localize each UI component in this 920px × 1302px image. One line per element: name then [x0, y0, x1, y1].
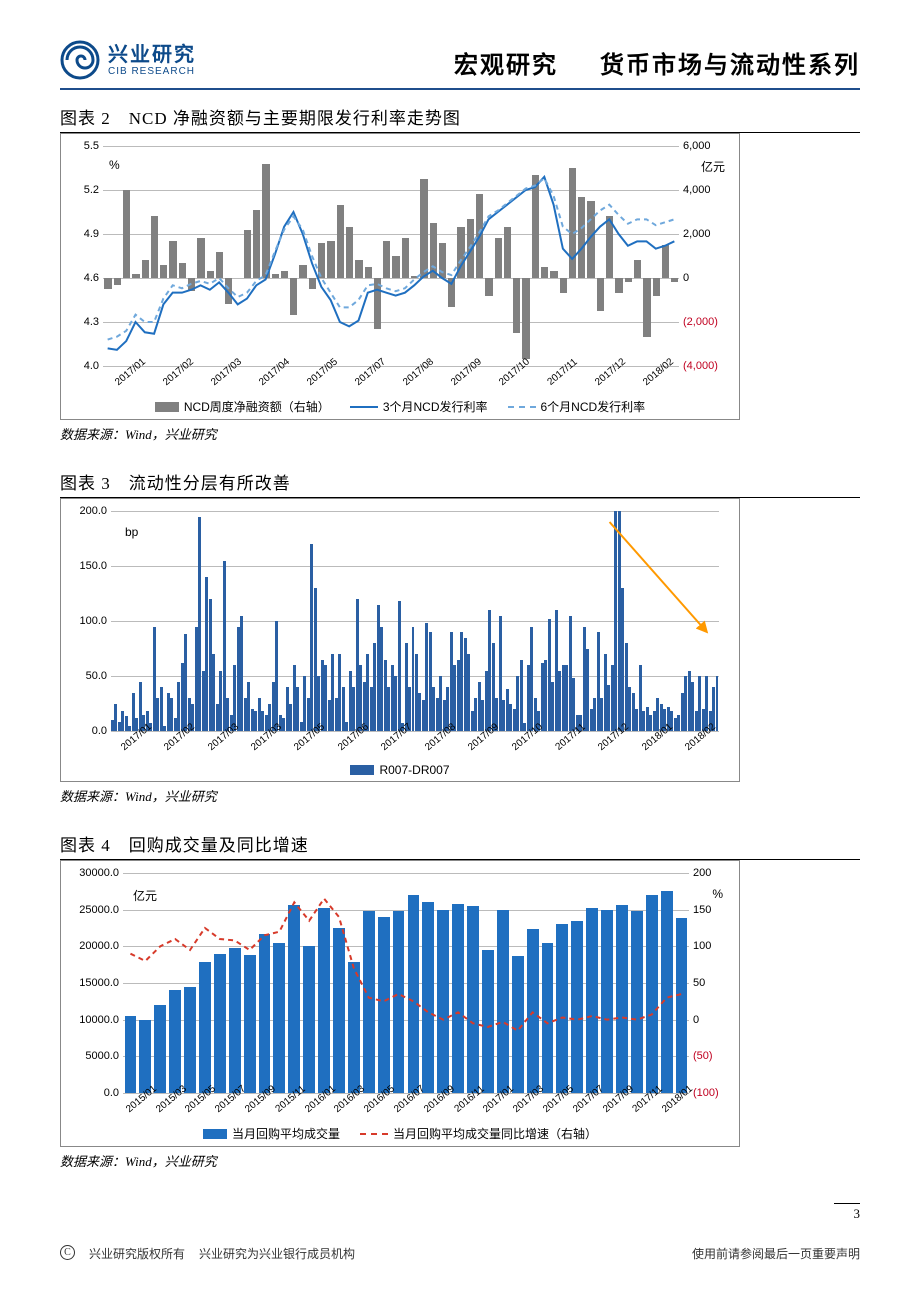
chart4-source: 数据来源：Wind，兴业研究: [60, 1151, 860, 1170]
logo-swirl-icon: [60, 40, 100, 80]
legend-bar: NCD周度净融资额（右轴）: [155, 398, 330, 415]
chart3-plot: 0.050.0100.0150.0200.0bp: [111, 511, 719, 731]
chart4-block: 图表 4 回购成交量及同比增速 0.05000.010000.015000.02…: [60, 831, 860, 1170]
footer-copyright: 兴业研究版权所有: [89, 1245, 185, 1262]
page-header: 兴业研究 CIB RESEARCH 宏观研究 货币市场与流动性系列: [60, 40, 860, 90]
title-left: 宏观研究: [454, 53, 558, 79]
chart2-xaxis: 2017/012017/022017/032017/042017/052017/…: [103, 366, 679, 394]
chart2-title: 图表 2 NCD 净融资额与主要期限发行利率走势图: [60, 104, 860, 133]
brand-logo: 兴业研究 CIB RESEARCH: [60, 40, 196, 80]
page-footer: C 兴业研究版权所有 兴业研究为兴业银行成员机构 使用前请参阅最后一页重要声明: [60, 1245, 860, 1262]
legend-c4-line: 当月回购平均成交量同比增速（右轴）: [360, 1125, 597, 1142]
chart3-box: 0.050.0100.0150.0200.0bp 2017/012017/022…: [60, 498, 740, 782]
chart4-plot: 0.05000.010000.015000.020000.025000.0300…: [123, 873, 689, 1093]
page-title: 宏观研究 货币市场与流动性系列: [454, 45, 860, 80]
footer-org: 兴业研究为兴业银行成员机构: [199, 1245, 355, 1262]
chart3-block: 图表 3 流动性分层有所改善 0.050.0100.0150.0200.0bp …: [60, 469, 860, 805]
chart4-box: 0.05000.010000.015000.020000.025000.0300…: [60, 860, 740, 1147]
legend-c3: R007-DR007: [350, 763, 449, 777]
title-right: 货币市场与流动性系列: [600, 53, 860, 79]
chart2-plot: 4.04.34.64.95.25.56,0004,0002,0000(2,000…: [103, 146, 679, 366]
chart2-block: 图表 2 NCD 净融资额与主要期限发行利率走势图 4.04.34.64.95.…: [60, 104, 860, 443]
chart3-xaxis: 2017/012017/022017/032017/032017/052017/…: [111, 731, 719, 759]
legend-line1: 3个月NCD发行利率: [350, 398, 488, 415]
chart3-title: 图表 3 流动性分层有所改善: [60, 469, 860, 498]
copyright-icon: C: [60, 1245, 75, 1260]
footer-disclaimer: 使用前请参阅最后一页重要声明: [692, 1245, 860, 1262]
chart4-xaxis: 2015/012015/032015/052015/072015/092015/…: [123, 1093, 689, 1121]
chart2-box: 4.04.34.64.95.25.56,0004,0002,0000(2,000…: [60, 133, 740, 420]
legend-c4-bar: 当月回购平均成交量: [203, 1125, 340, 1142]
chart4-title: 图表 4 回购成交量及同比增速: [60, 831, 860, 860]
chart2-legend: NCD周度净融资额（右轴） 3个月NCD发行利率 6个月NCD发行利率: [71, 394, 729, 417]
page-number: 3: [834, 1203, 860, 1222]
logo-en-text: CIB RESEARCH: [108, 66, 196, 77]
chart2-source: 数据来源：Wind，兴业研究: [60, 424, 860, 443]
legend-line2: 6个月NCD发行利率: [508, 398, 646, 415]
chart3-legend: R007-DR007: [71, 759, 729, 779]
chart4-legend: 当月回购平均成交量 当月回购平均成交量同比增速（右轴）: [71, 1121, 729, 1144]
logo-cn-text: 兴业研究: [108, 44, 196, 66]
chart3-source: 数据来源：Wind，兴业研究: [60, 786, 860, 805]
